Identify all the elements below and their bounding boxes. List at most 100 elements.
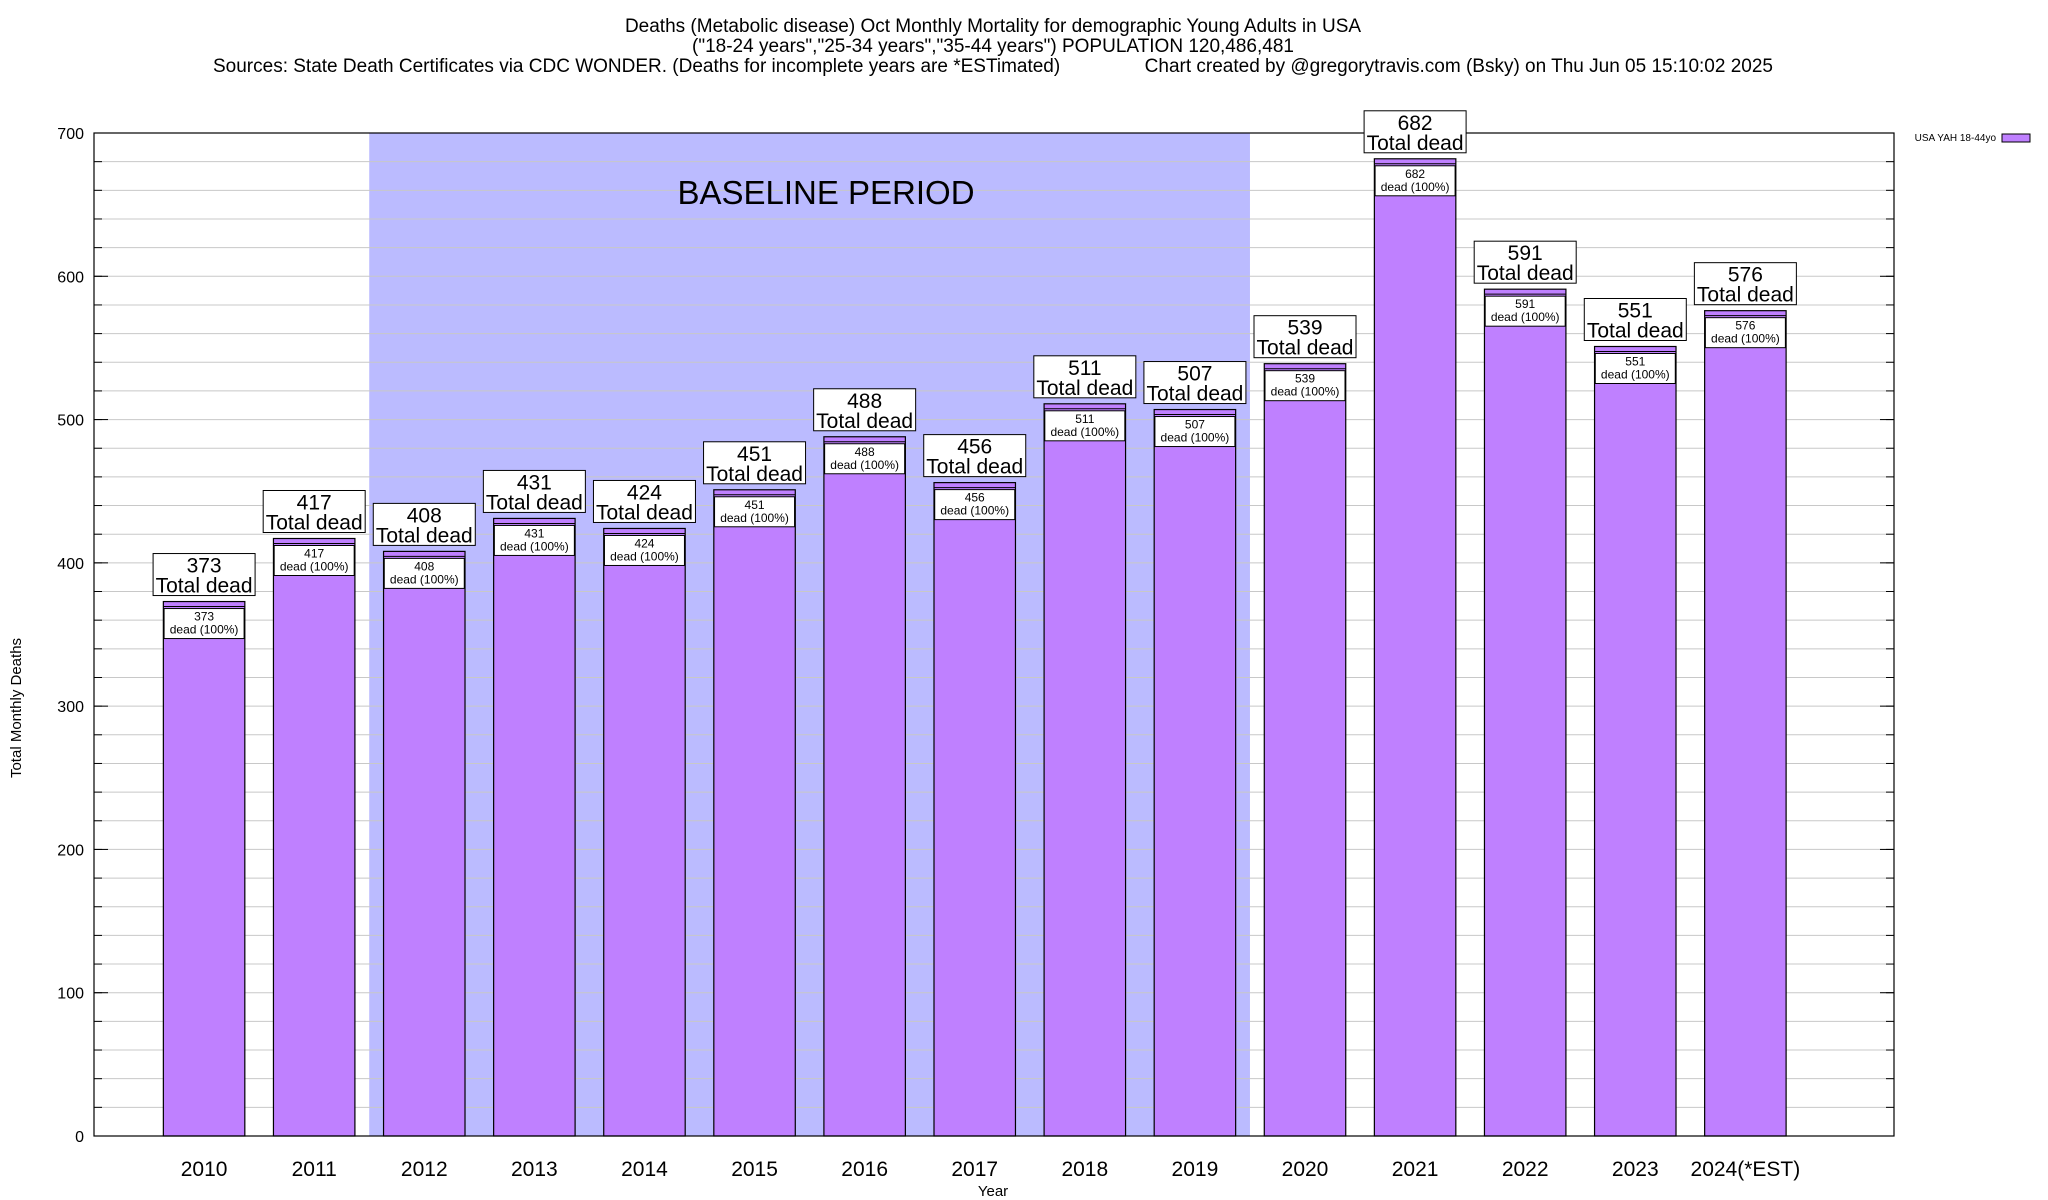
top-label-value: 424 <box>627 481 662 504</box>
inner-label-text: dead (100%) <box>1271 385 1340 399</box>
inner-label-box <box>1264 370 1346 402</box>
inner-label-text: dead (100%) <box>1381 180 1450 194</box>
bar <box>1704 310 1787 1137</box>
inner-label-value: 576 <box>1735 319 1755 333</box>
y-tick-label: 500 <box>57 413 84 430</box>
top-label-text: Total dead <box>1697 284 1794 307</box>
inner-label-text: dead (100%) <box>1050 425 1119 439</box>
inner-label-box <box>1594 352 1676 384</box>
inner-label-text: dead (100%) <box>390 572 459 586</box>
inner-label-value: 456 <box>965 491 985 505</box>
inner-label-text: dead (100%) <box>1711 332 1780 346</box>
top-label-text: Total dead <box>926 456 1023 479</box>
bar <box>1043 403 1127 1137</box>
x-tick-label: 2019 <box>1172 1158 1219 1181</box>
bar <box>382 550 466 1137</box>
top-label-text: Total dead <box>376 524 473 547</box>
inner-label-text: dead (100%) <box>610 549 679 563</box>
inner-label-value: 682 <box>1405 167 1425 181</box>
top-label-box <box>262 489 366 533</box>
top-label-text: Total dead <box>1257 337 1354 360</box>
inner-label-text: dead (100%) <box>830 458 899 472</box>
chart-title-line-3: Sources: State Death Certificates via CD… <box>213 56 1773 77</box>
chart-title-line-2: ("18-24 years","25-34 years","35-44 year… <box>692 36 1294 57</box>
top-label-value: 488 <box>847 390 882 413</box>
chart-title-line-1: Deaths (Metabolic disease) Oct Monthly M… <box>625 16 1361 37</box>
inner-label-text: dead (100%) <box>280 559 349 573</box>
y-tick-label: 600 <box>57 269 84 286</box>
top-label-box <box>152 553 256 597</box>
top-label-value: 682 <box>1398 112 1433 135</box>
bar <box>162 600 246 1137</box>
inner-label-box <box>714 496 796 528</box>
inner-label-box <box>1374 165 1456 197</box>
y-tick-label: 100 <box>57 986 84 1003</box>
y-tick-label: 0 <box>75 1129 84 1146</box>
bar <box>823 436 906 1137</box>
top-label-value: 431 <box>517 471 552 494</box>
x-tick-label: 2010 <box>181 1158 228 1181</box>
x-tick-label: 2020 <box>1282 1158 1329 1181</box>
y-tick-label: 700 <box>57 126 84 143</box>
inner-label-value: 408 <box>414 559 434 573</box>
inner-label-text: dead (100%) <box>720 511 789 525</box>
x-tick-label: 2021 <box>1392 1158 1439 1181</box>
inner-label-box <box>824 443 906 475</box>
top-label-box <box>482 469 586 513</box>
inner-label-text: dead (100%) <box>170 623 239 637</box>
top-label-value: 551 <box>1618 299 1653 322</box>
x-tick-label: 2017 <box>951 1158 998 1181</box>
bar <box>1483 288 1567 1137</box>
inner-label-value: 451 <box>745 498 765 512</box>
top-label-value: 539 <box>1287 317 1322 340</box>
inner-label-box <box>1044 410 1126 442</box>
top-label-text: Total dead <box>266 511 363 534</box>
top-label-text: Total dead <box>1146 383 1243 406</box>
top-label-box <box>1033 355 1137 399</box>
inner-label-value: 488 <box>855 445 875 459</box>
top-label-text: Total dead <box>156 575 253 598</box>
top-label-value: 591 <box>1508 242 1543 265</box>
x-tick-label: 2014 <box>621 1158 668 1181</box>
top-label-text: Total dead <box>1367 132 1464 155</box>
top-label-box <box>923 434 1027 478</box>
bar <box>1153 408 1237 1137</box>
top-label-box <box>1143 361 1247 405</box>
top-label-text: Total dead <box>706 463 803 486</box>
frame-layer <box>93 132 1895 1137</box>
top-label-text: Total dead <box>1587 319 1684 342</box>
x-tick-label: 2012 <box>401 1158 448 1181</box>
top-label-value: 456 <box>957 436 992 459</box>
baseline-period-label: BASELINE PERIOD <box>677 174 974 211</box>
inner-label-text: dead (100%) <box>1491 310 1560 324</box>
top-label-box <box>592 479 696 523</box>
top-label-box <box>1583 297 1687 341</box>
top-label-value: 576 <box>1728 264 1763 287</box>
legend-label: USA YAH 18-44yo <box>1915 133 1997 144</box>
top-label-value: 417 <box>297 491 332 514</box>
inner-label-box <box>383 557 465 589</box>
inner-label-value: 431 <box>524 526 544 540</box>
inner-label-box <box>603 534 685 566</box>
x-tick-label: 2024(*EST) <box>1691 1158 1801 1181</box>
top-label-text: Total dead <box>596 501 693 524</box>
top-label-box <box>1693 262 1797 306</box>
bar <box>272 537 356 1137</box>
inner-label-value: 417 <box>304 546 324 560</box>
inner-label-value: 591 <box>1515 297 1535 311</box>
inner-label-value: 551 <box>1625 354 1645 368</box>
y-tick-label: 300 <box>57 699 84 716</box>
bar <box>1593 345 1677 1137</box>
y-tick-label: 400 <box>57 556 84 573</box>
bar <box>1373 158 1457 1137</box>
inner-label-value: 507 <box>1185 418 1205 432</box>
inner-label-box <box>273 544 355 576</box>
top-label-box <box>813 388 917 432</box>
bar <box>933 482 1017 1137</box>
x-tick-label: 2022 <box>1502 1158 1549 1181</box>
top-label-value: 511 <box>1068 357 1101 380</box>
inner-label-value: 539 <box>1295 372 1315 386</box>
inner-label-value: 511 <box>1075 412 1094 426</box>
x-tick-label: 2023 <box>1612 1158 1659 1181</box>
